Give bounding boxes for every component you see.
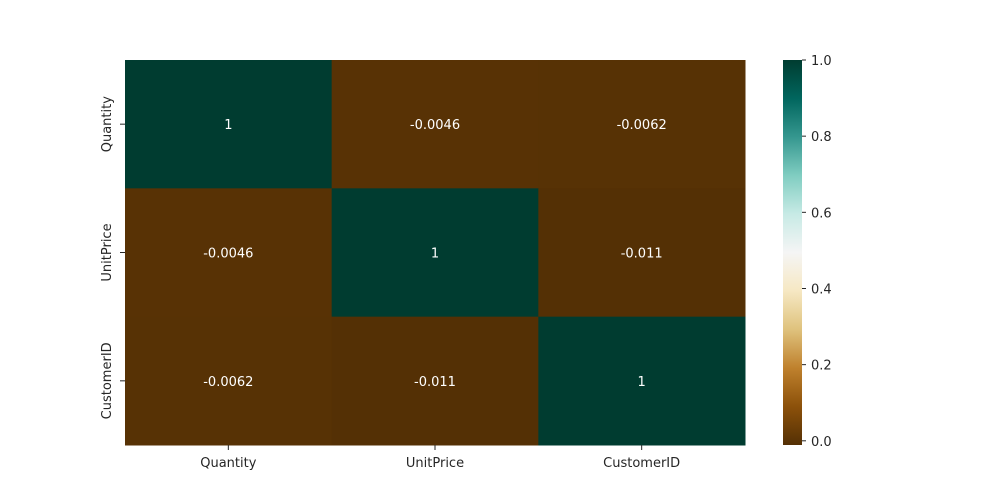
cell-value-label: 1 bbox=[224, 118, 232, 133]
cell-value-label: -0.0046 bbox=[203, 247, 253, 262]
x-tick-label: CustomerID bbox=[603, 456, 680, 471]
y-tick-label: CustomerID bbox=[100, 342, 115, 419]
colorbar-ticks: 0.0 0.2 0.4 0.6 0.8 1.0 bbox=[802, 54, 832, 450]
x-tick-label: UnitPrice bbox=[406, 456, 464, 471]
cell-value-label: -0.0046 bbox=[410, 118, 460, 133]
heatmap-cell bbox=[331, 60, 539, 189]
cell-value-label: 1 bbox=[431, 247, 439, 262]
heatmap-cell bbox=[125, 188, 333, 318]
heatmap-cell bbox=[125, 316, 333, 446]
heatmap-cell bbox=[538, 316, 746, 446]
cell-value-label: -0.0062 bbox=[617, 118, 667, 133]
cell-value-label: 1 bbox=[638, 375, 646, 390]
colorbar-tick-label: 1.0 bbox=[811, 54, 832, 69]
y-axis: Quantity UnitPrice CustomerID bbox=[100, 96, 125, 419]
x-axis: Quantity UnitPrice CustomerID bbox=[200, 445, 680, 471]
colorbar-tick-label: 0.6 bbox=[811, 206, 832, 221]
cell-value-label: -0.0062 bbox=[203, 375, 253, 390]
heatmap-cell bbox=[125, 60, 333, 189]
colorbar-tick-label: 0.4 bbox=[811, 282, 832, 297]
y-tick-label: UnitPrice bbox=[100, 223, 115, 281]
y-tick-label: Quantity bbox=[100, 96, 115, 152]
heatmap-cell bbox=[331, 188, 539, 318]
colorbar-gradient bbox=[783, 60, 802, 445]
heatmap-cell bbox=[538, 60, 746, 189]
cell-value-label: -0.011 bbox=[414, 375, 456, 390]
colorbar-tick-label: 0.0 bbox=[811, 435, 832, 450]
heatmap-cell bbox=[538, 188, 746, 318]
colorbar: 0.0 0.2 0.4 0.6 0.8 1.0 bbox=[783, 54, 832, 450]
heatmap-cells bbox=[125, 60, 746, 446]
heatmap-cell-labels: 1 -0.0046 -0.0062 -0.0046 1 -0.011 -0.0062 -0.0… bbox=[203, 118, 667, 390]
heatmap-cell bbox=[331, 316, 539, 446]
colorbar-tick-label: 0.8 bbox=[811, 130, 832, 145]
cell-value-label: -0.011 bbox=[621, 247, 663, 262]
x-tick-label: Quantity bbox=[200, 456, 256, 471]
colorbar-tick-label: 0.2 bbox=[811, 359, 832, 374]
